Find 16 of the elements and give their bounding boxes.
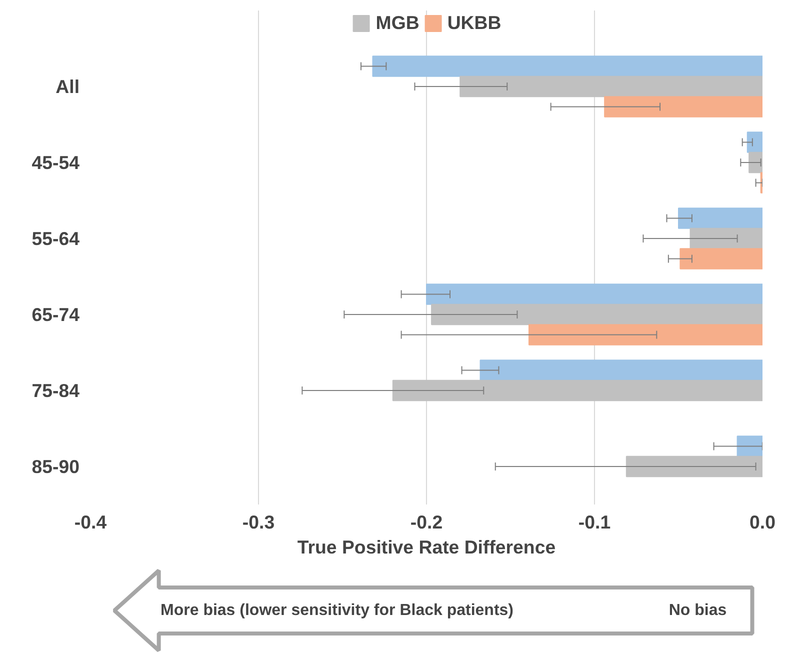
- y-tick-label: 55-64: [32, 228, 80, 249]
- y-tick-label: 85-90: [32, 456, 80, 477]
- y-tick-label: All: [56, 76, 80, 97]
- x-tick-label: -0.2: [410, 512, 443, 532]
- text: No bias: [668, 602, 727, 619]
- y-tick-label: 75-84: [32, 380, 80, 401]
- x-tick-label: -0.4: [74, 512, 108, 532]
- text: More bias (lower sensitivity for Black patients): [160, 602, 514, 619]
- y-tick-label: 45-54: [32, 152, 80, 173]
- legend-label: MGB: [376, 12, 420, 34]
- legend-label: UKBB: [447, 12, 502, 34]
- x-tick-label: -0.3: [242, 512, 275, 532]
- x-tick-label: -0.1: [578, 512, 611, 532]
- x-tick-label: 0.0: [750, 512, 776, 532]
- y-tick-label: 65-74: [32, 304, 80, 325]
- x-axis-title: True Positive Rate Difference: [297, 536, 556, 558]
